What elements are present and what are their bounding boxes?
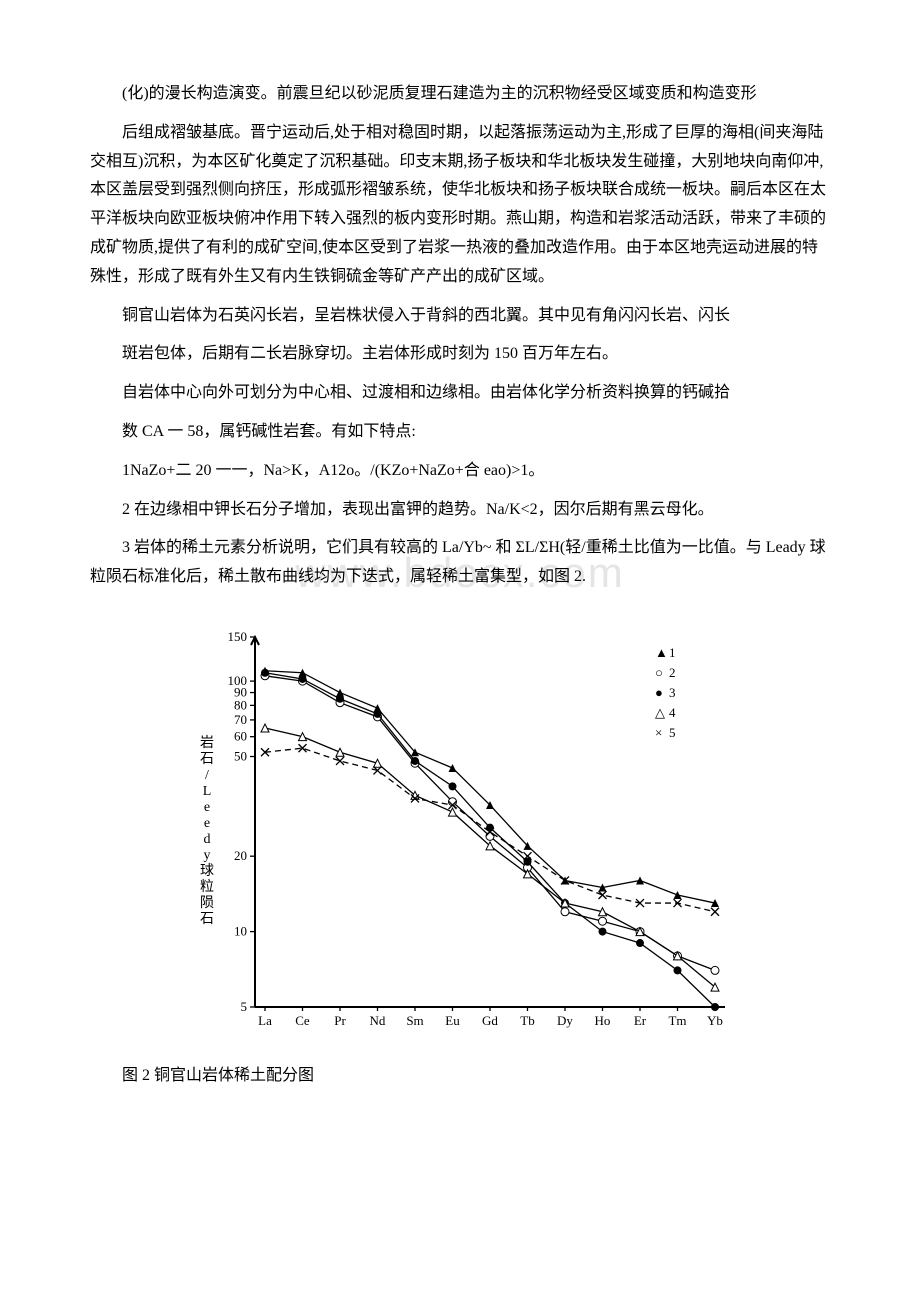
ree-chart: 510205060708090100150LaCePrNdSmEuGdTbDyH… xyxy=(185,622,735,1042)
paragraph-6: 数 CA 一 58，属钙碱性岩套。有如下特点: xyxy=(90,418,830,447)
svg-text:d: d xyxy=(204,832,211,847)
svg-text:4: 4 xyxy=(669,705,676,720)
svg-text:Eu: Eu xyxy=(445,1013,460,1028)
svg-text:50: 50 xyxy=(234,748,247,763)
svg-text:10: 10 xyxy=(234,924,247,939)
svg-text:石: 石 xyxy=(200,752,214,767)
svg-text:Er: Er xyxy=(634,1013,647,1028)
svg-text:e: e xyxy=(204,800,210,815)
svg-text:○: ○ xyxy=(655,665,663,680)
paragraph-3: 铜官山岩体为石英闪长岩，呈岩株状侵入于背斜的西北翼。其中见有角闪闪长岩、闪长 xyxy=(90,302,830,331)
svg-text:粒: 粒 xyxy=(200,879,214,895)
svg-text:Nd: Nd xyxy=(370,1013,386,1028)
svg-text:Dy: Dy xyxy=(557,1013,573,1028)
svg-text:60: 60 xyxy=(234,729,247,744)
svg-text:100: 100 xyxy=(228,673,248,688)
svg-text:Tm: Tm xyxy=(668,1013,686,1028)
svg-text:Ce: Ce xyxy=(295,1013,310,1028)
svg-text:岩: 岩 xyxy=(200,735,214,751)
figure-caption: 图 2 铜官山岩体稀土配分图 xyxy=(90,1062,830,1091)
paragraph-1: (化)的漫长构造演变。前震旦纪以砂泥质复理石建造为主的沉积物经受区域变质和构造变… xyxy=(90,80,830,109)
svg-text:Sm: Sm xyxy=(406,1013,423,1028)
svg-text:Tb: Tb xyxy=(520,1013,534,1028)
svg-text:5: 5 xyxy=(669,725,676,740)
svg-text:石: 石 xyxy=(200,912,214,927)
svg-text:Ho: Ho xyxy=(595,1013,611,1028)
svg-text:20: 20 xyxy=(234,848,247,863)
svg-text:70: 70 xyxy=(234,712,247,727)
ree-chart-svg: 510205060708090100150LaCePrNdSmEuGdTbDyH… xyxy=(185,622,735,1042)
svg-text:陨: 陨 xyxy=(200,895,214,911)
svg-text:球: 球 xyxy=(200,863,214,879)
svg-text:e: e xyxy=(204,816,210,831)
svg-text:y: y xyxy=(204,848,211,863)
svg-text:3: 3 xyxy=(669,685,676,700)
svg-text:80: 80 xyxy=(234,697,247,712)
svg-text:2: 2 xyxy=(669,665,676,680)
svg-text:Yb: Yb xyxy=(707,1013,723,1028)
document-content: (化)的漫长构造演变。前震旦纪以砂泥质复理石建造为主的沉积物经受区域变质和构造变… xyxy=(90,80,830,1091)
paragraph-5: 自岩体中心向外可划分为中心相、过渡相和边缘相。由岩体化学分析资料换算的钙碱拾 xyxy=(90,379,830,408)
paragraph-2: 后组成褶皱基底。晋宁运动后,处于相对稳固时期，以起落振荡运动为主,形成了巨厚的海… xyxy=(90,119,830,292)
svg-text:1: 1 xyxy=(669,645,676,660)
svg-text:La: La xyxy=(258,1013,272,1028)
svg-text:Pr: Pr xyxy=(334,1013,346,1028)
paragraph-7: 1NaZo+二 20 一一，Na>K，A12o。/(KZo+NaZo+合 eao… xyxy=(90,457,830,486)
svg-text:●: ● xyxy=(655,685,663,700)
paragraph-4: 斑岩包体，后期有二长岩脉穿切。主岩体形成时刻为 150 百万年左右。 xyxy=(90,340,830,369)
svg-text:/: / xyxy=(205,768,209,783)
svg-text:▲: ▲ xyxy=(655,645,668,660)
paragraph-9: 3 岩体的稀土元素分析说明，它们具有较高的 La/Yb~ 和 ΣL/ΣH(轻/重… xyxy=(90,534,830,592)
paragraph-8: 2 在边缘相中钾长石分子增加，表现出富钾的趋势。Na/K<2，因尔后期有黑云母化… xyxy=(90,496,830,525)
svg-text:150: 150 xyxy=(228,629,248,644)
svg-text:×: × xyxy=(655,725,662,740)
svg-text:△: △ xyxy=(655,705,665,720)
svg-text:L: L xyxy=(203,784,212,799)
svg-text:5: 5 xyxy=(241,999,248,1014)
svg-text:Gd: Gd xyxy=(482,1013,498,1028)
